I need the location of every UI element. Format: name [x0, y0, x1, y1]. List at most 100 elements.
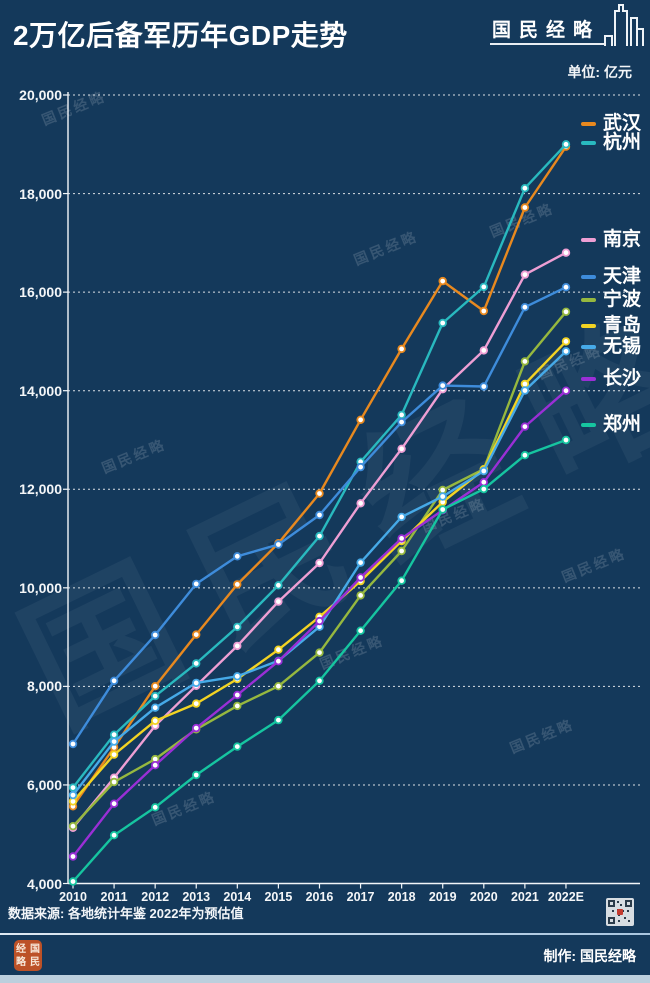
data-point-无锡-2011	[109, 737, 119, 746]
data-point-宁波-2021	[520, 357, 530, 366]
x-axis-label: 2018	[387, 890, 416, 904]
data-point-南京-2022E	[561, 248, 571, 257]
data-point-武汉-2016	[315, 489, 324, 498]
legend-swatch-南京	[581, 238, 596, 242]
brand-logo-underline	[490, 43, 604, 45]
data-point-杭州-2013	[191, 659, 201, 668]
data-point-郑州-2016	[315, 676, 324, 685]
data-point-天津-2017	[356, 462, 365, 472]
x-axis-label: 2014	[223, 890, 252, 904]
x-axis-label: 2013	[182, 890, 211, 904]
x-axis-label: 2012	[141, 890, 170, 904]
data-point-无锡-2020	[479, 466, 488, 476]
data-point-杭州-2020	[479, 282, 488, 292]
data-point-无锡-2012	[150, 703, 160, 712]
qr-code	[606, 898, 634, 926]
legend-swatch-杭州	[581, 141, 596, 145]
data-point-南京-2017	[356, 499, 365, 508]
data-point-长沙-2017	[356, 573, 365, 582]
credit-label: 制作: 国民经略	[543, 948, 636, 964]
y-axis-label: 12,000	[19, 481, 62, 498]
legend-label-长沙: 长沙	[603, 368, 642, 389]
data-point-青岛-2013	[191, 699, 201, 708]
data-point-宁波-2022E	[561, 307, 571, 316]
data-point-杭州-2021	[520, 183, 530, 193]
y-axis-label: 14,000	[19, 382, 62, 399]
brand-logo-text: 国民经略	[492, 20, 601, 41]
data-point-南京-2020	[479, 346, 488, 355]
data-point-郑州-2014	[233, 742, 242, 751]
x-axis-label: 2010	[59, 890, 87, 904]
data-point-郑州-2021	[520, 451, 530, 460]
data-point-长沙-2010	[68, 852, 78, 861]
data-point-郑州-2011	[109, 831, 119, 840]
legend-swatch-天津	[581, 275, 596, 279]
legend-swatch-郑州	[581, 423, 596, 427]
data-point-郑州-2020	[479, 484, 488, 494]
legend-label-武汉: 武汉	[603, 113, 642, 134]
x-axis-label: 2015	[264, 890, 293, 904]
legend-label-无锡: 无锡	[603, 336, 642, 357]
data-point-武汉-2014	[233, 580, 242, 589]
data-point-青岛-2015	[274, 645, 283, 654]
data-point-武汉-2017	[356, 415, 365, 424]
data-point-长沙-2012	[150, 761, 160, 770]
y-axis-label: 16,000	[19, 284, 62, 301]
data-point-郑州-2015	[274, 715, 283, 725]
legend-swatch-无锡	[581, 345, 596, 349]
data-point-杭州-2014	[233, 622, 242, 632]
data-point-天津-2019	[438, 381, 447, 390]
data-point-杭州-2022E	[561, 140, 571, 149]
data-point-天津-2014	[233, 552, 242, 561]
data-point-天津-2022E	[561, 283, 571, 292]
data-point-郑州-2013	[191, 770, 201, 780]
data-point-无锡-2018	[397, 512, 406, 522]
x-axis-label: 2022E	[547, 890, 585, 904]
legend-label-杭州: 杭州	[603, 132, 642, 153]
data-point-郑州-2017	[356, 626, 365, 635]
legend-label-青岛: 青岛	[603, 315, 642, 336]
legend-label-天津: 天津	[603, 266, 642, 287]
data-point-无锡-2022E	[561, 347, 571, 356]
data-point-无锡-2014	[233, 672, 242, 681]
x-axis-label: 2011	[100, 890, 128, 904]
y-axis-label: 18,000	[19, 185, 62, 202]
data-point-天津-2018	[397, 417, 406, 427]
data-point-天津-2015	[274, 540, 283, 549]
data-point-青岛-2012	[150, 716, 160, 725]
legend-swatch-长沙	[581, 377, 596, 381]
data-point-天津-2021	[520, 303, 530, 312]
data-point-长沙-2016	[315, 616, 324, 626]
data-point-武汉-2012	[150, 682, 160, 691]
y-axis-label: 4,000	[26, 875, 62, 892]
data-point-宁波-2015	[274, 682, 283, 691]
data-point-长沙-2022E	[561, 386, 571, 395]
seal-char: 民	[30, 956, 40, 968]
x-axis-label: 2017	[346, 890, 375, 904]
data-point-长沙-2014	[233, 690, 242, 700]
legend-label-郑州: 郑州	[603, 414, 642, 435]
data-point-郑州-2019	[438, 505, 447, 514]
y-axis-label: 20,000	[19, 87, 62, 103]
x-axis-label: 2016	[305, 890, 334, 904]
data-point-长沙-2018	[397, 534, 406, 543]
data-point-长沙-2021	[520, 422, 530, 431]
data-point-长沙-2015	[274, 657, 283, 666]
data-point-无锡-2017	[356, 558, 365, 567]
data-point-杭州-2019	[438, 318, 447, 328]
data-point-杭州-2015	[274, 581, 283, 590]
data-point-宁波-2011	[109, 777, 119, 787]
city-skyline-icon	[604, 4, 644, 46]
legend-swatch-武汉	[581, 122, 596, 126]
data-point-武汉-2018	[397, 344, 406, 354]
data-point-郑州-2018	[397, 576, 406, 585]
page-title: 2万亿后备军历年GDP走势	[13, 20, 348, 51]
seal-char: 略	[16, 956, 26, 968]
data-point-南京-2021	[520, 270, 530, 279]
data-point-天津-2010	[68, 739, 78, 749]
data-point-无锡-2019	[438, 492, 447, 501]
data-point-宁波-2010	[68, 822, 78, 831]
data-point-南京-2015	[274, 597, 283, 606]
